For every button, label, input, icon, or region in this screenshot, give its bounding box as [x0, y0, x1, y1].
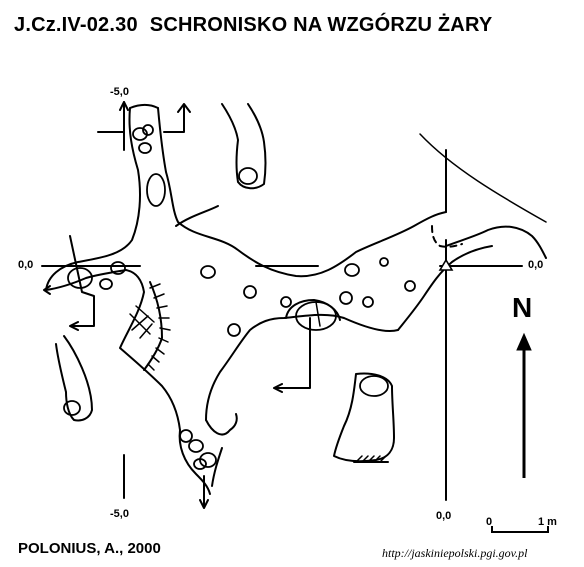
cave-name: SCHRONISKO NA WZGÓRZU ŻARY [149, 14, 493, 36]
cave-code: J.Cz.IV-02.30 [14, 14, 138, 36]
grid-label-bottom-x-right: 0,0 [436, 510, 452, 522]
author-credit: POLONIUS, A., 2000 [18, 540, 161, 557]
scale-end-label: 1 m [538, 516, 557, 528]
passage-fragment-top [221, 103, 267, 190]
north-arrow-icon [516, 332, 532, 478]
grid-label-right-y: 0,0 [528, 259, 544, 271]
section-arrow-5 [199, 475, 209, 509]
cave-wall-lower [205, 313, 399, 421]
section-arrow-2 [163, 103, 191, 133]
section-arrow-4 [273, 317, 311, 393]
source-url: http://jaskiniepolski.pgi.gov.pl [382, 546, 528, 560]
grid-label-top-x: -5,0 [110, 86, 129, 98]
survey-point-icon [438, 258, 454, 271]
north-label: N [512, 292, 533, 323]
section-arrow-3 [69, 235, 95, 331]
rock [132, 127, 148, 141]
passage-fragment-right [333, 372, 395, 463]
scale-start-label: 0 [486, 516, 493, 528]
passage-fragment-left [55, 335, 93, 422]
cave-wall-upper [45, 107, 141, 291]
grid-label-bottom-x-left: -5,0 [110, 508, 129, 520]
grid-label-left-y: 0,0 [18, 259, 34, 271]
section-arrow-1 [97, 103, 125, 133]
scale-bar [491, 526, 549, 533]
map-title: J.Cz.IV-02.30 SCHRONISKO NA WZGÓRZU ŻARY [14, 14, 492, 37]
